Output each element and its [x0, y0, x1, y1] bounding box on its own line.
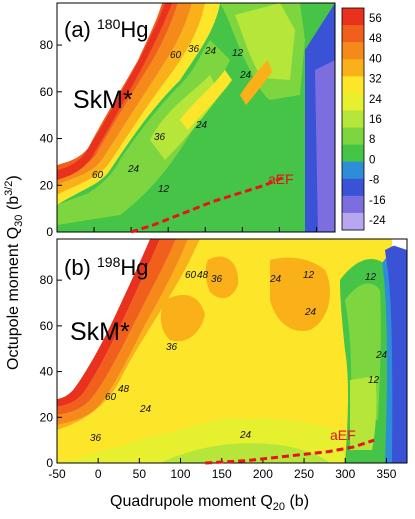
fission-path-a	[130, 174, 288, 234]
contour-label: 12	[303, 270, 315, 281]
colorbar-swatch	[342, 93, 364, 111]
x-tick-label: 0	[95, 467, 102, 481]
panel-a-model-label: SkM*	[73, 86, 133, 114]
contour-label: 24	[375, 350, 388, 361]
contour-label: 36	[90, 433, 102, 444]
y-tick-label: 80	[40, 38, 54, 52]
contour-label: 24	[139, 404, 152, 415]
panel-b-path-label: aEF	[330, 427, 356, 443]
colorbar-tick-label: -24	[369, 215, 386, 227]
panel-a: 60 36 24 12 24 36 24 60 24 12 (a) 180Hg …	[56, 2, 336, 233]
colorbar-tick-label: 16	[369, 114, 382, 126]
panel-b: 60 48 36 24 12 12 24 36 60 48 24 24 36 2…	[56, 238, 408, 464]
y-tick-label: 60	[40, 85, 54, 99]
colorbar-frame	[341, 7, 365, 231]
colorbar-swatch	[342, 76, 364, 94]
x-tick-label: 150	[212, 467, 232, 481]
contour-label: 36	[211, 274, 223, 285]
panel-b-label: (b) 198Hg	[64, 254, 148, 280]
contour-label: 60	[92, 170, 104, 181]
contour-label: 24	[195, 120, 208, 131]
x-tick-label: 250	[294, 467, 314, 481]
colorbar-swatch	[342, 127, 364, 146]
colorbar-swatch	[342, 25, 364, 43]
x-axis-title: Quadrupole moment Q20 (b)	[110, 493, 309, 513]
colorbar-tick-label: 24	[369, 94, 382, 106]
colorbar: 56 48 40 32 24 16 8 0 -8 -16 -24	[341, 7, 386, 231]
panel-a-frame	[56, 2, 336, 233]
colorbar-tick-label: -16	[369, 195, 386, 207]
colorbar-tick-label: 32	[369, 74, 382, 86]
contour-label: 60	[105, 392, 117, 403]
fission-path-b	[205, 438, 375, 465]
x-tick-label: 100	[171, 467, 191, 481]
y-axis-title: Octupole moment Q30 (b3/2)	[3, 175, 25, 370]
colorbar-tick-label: -8	[369, 175, 379, 187]
colorbar-tick-label: 48	[369, 33, 382, 45]
contour-label: 36	[154, 132, 166, 143]
contour-label: 12	[232, 48, 244, 59]
colorbar-swatch	[342, 195, 364, 214]
colorbar-swatch	[342, 110, 364, 129]
contour-label: 36	[188, 44, 200, 55]
contour-label: 12	[368, 375, 380, 386]
panel-a-contour-fill	[57, 3, 335, 232]
contour-label: 24	[269, 274, 282, 285]
colorbar-tick-label: 0	[369, 154, 375, 166]
colorbar-tick-label: 56	[369, 13, 382, 25]
colorbar-tick-label: 8	[369, 134, 375, 146]
colorbar-swatch	[342, 42, 364, 60]
y-tick-label: 40	[40, 365, 54, 379]
contour-label: 24	[239, 70, 252, 81]
contour-label: 24	[204, 46, 217, 57]
colorbar-swatch	[342, 178, 364, 197]
panel-b-contour-fill	[57, 239, 407, 463]
colorbar-swatch	[342, 212, 364, 231]
x-tick-label: 300	[335, 467, 355, 481]
contour-label: 24	[304, 307, 317, 318]
colorbar-swatch	[342, 161, 364, 180]
y-tick-label: 20	[40, 178, 54, 192]
y-tick-label: 80	[40, 273, 54, 287]
contour-label: 36	[166, 342, 178, 353]
contour-label: 24	[239, 430, 252, 441]
contour-label: 60	[185, 270, 197, 281]
x-tick-label: -50	[48, 467, 66, 481]
x-tick-label: 50	[133, 467, 147, 481]
panel-a-label: (a) 180Hg	[64, 16, 148, 42]
fission-paths	[130, 174, 375, 465]
colorbar-tick-label: 40	[369, 53, 382, 65]
x-tick-label: 350	[376, 467, 396, 481]
colorbar-swatch	[342, 59, 364, 77]
x-tick-label: 200	[253, 467, 273, 481]
colorbar-swatch	[342, 144, 364, 163]
y-tick-label: 60	[40, 319, 54, 333]
contour-label: 48	[197, 270, 209, 281]
contour-label: 60	[170, 50, 182, 61]
y-tick-label: 0	[46, 456, 53, 470]
colorbar-swatch	[342, 8, 364, 26]
contour-label: 24	[127, 164, 140, 175]
y-tick-label: 0	[46, 225, 53, 239]
panel-b-model-label: SkM*	[70, 318, 130, 346]
contour-label: 12	[365, 272, 377, 283]
y-tick-label: 20	[40, 410, 54, 424]
y-tick-label: 40	[40, 132, 54, 146]
contour-label: 48	[118, 384, 130, 395]
contour-label: 12	[158, 184, 170, 195]
